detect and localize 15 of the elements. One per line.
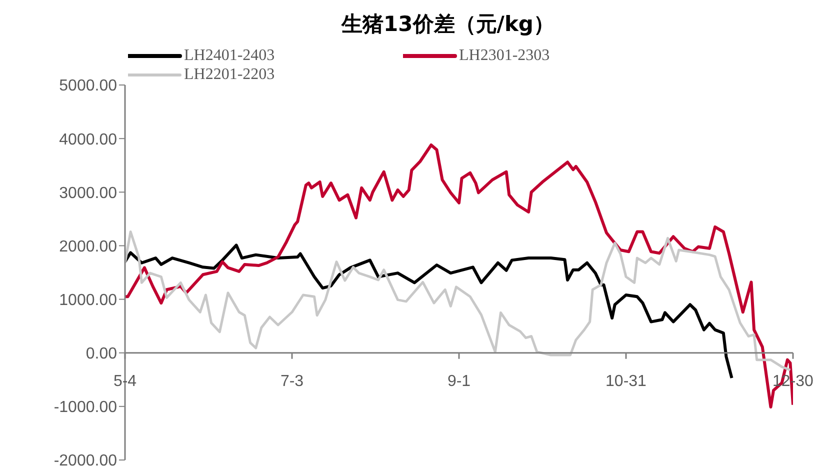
x-tick-label: 10-31 xyxy=(606,372,647,390)
y-tick-label: 5000.00 xyxy=(59,78,118,95)
y-tick-label: 4000.00 xyxy=(59,131,118,148)
y-tick-label: 1000.00 xyxy=(59,292,118,309)
legend-label: LH2201-2203 xyxy=(184,66,275,84)
y-tick-label: 3000.00 xyxy=(59,184,118,202)
legend-label: LH2301-2303 xyxy=(459,46,550,64)
y-tick-label: 0.00 xyxy=(86,346,118,363)
y-tick-label: -2000.00 xyxy=(54,452,118,470)
y-tick-label: -1000.00 xyxy=(54,399,118,416)
y-tick-label: 2000.00 xyxy=(59,238,118,256)
x-tick-label: 7-3 xyxy=(280,372,304,390)
legend-label: LH2401-2403 xyxy=(184,46,275,64)
x-tick-label: 9-1 xyxy=(447,372,471,390)
chart-title: 生猪13价差（元/kg） xyxy=(340,11,556,38)
